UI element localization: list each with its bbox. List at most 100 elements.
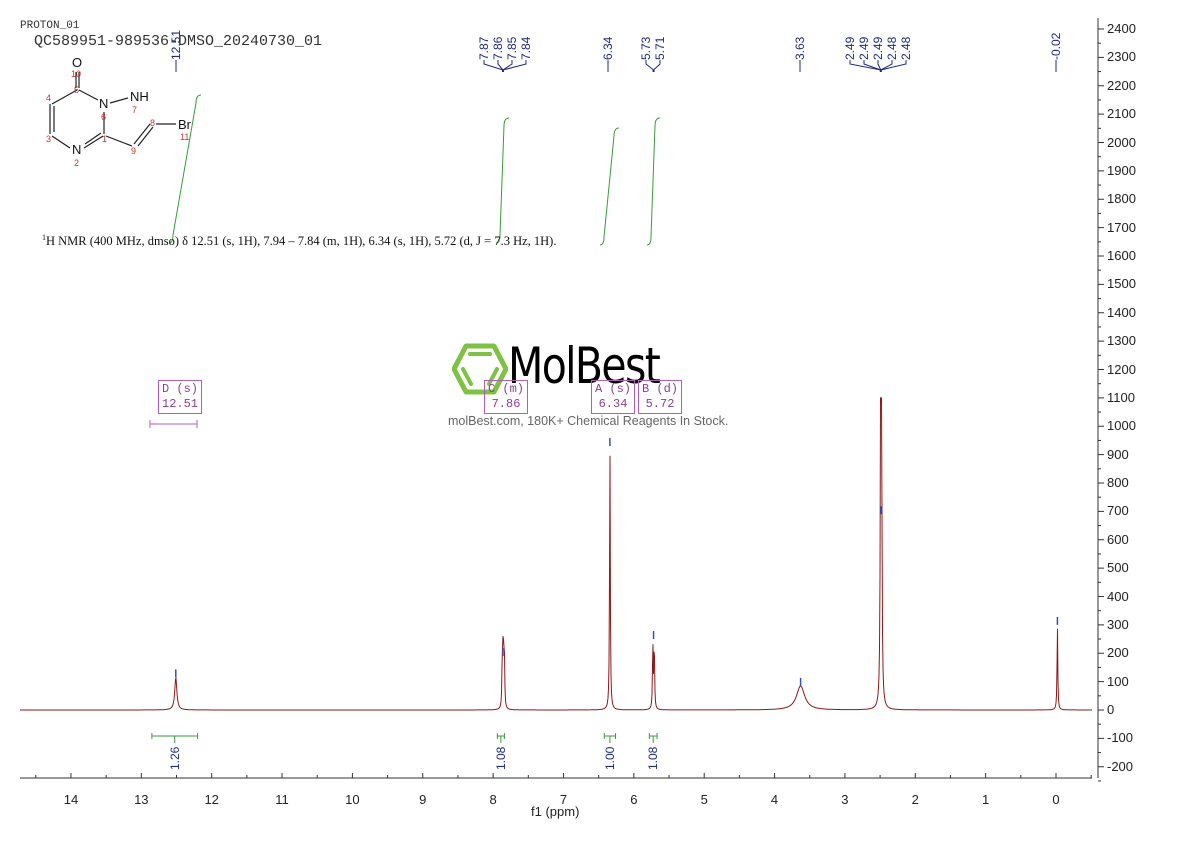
y-tick-label: 2100: [1107, 106, 1136, 122]
hexagon-logo-icon: [452, 343, 508, 395]
x-tick-label: 14: [63, 792, 79, 807]
y-tick-label: 2200: [1107, 77, 1136, 93]
watermark-brand: MolBest: [508, 337, 661, 395]
multiplet-shift: 7.86: [491, 397, 521, 411]
integral-value: 1.26: [167, 746, 182, 770]
multiplet-shift: 6.34: [598, 397, 628, 411]
x-tick-label: 9: [419, 792, 427, 807]
isotope-superscript: 1: [42, 233, 46, 242]
axes: [20, 18, 1104, 782]
y-tick-label: 1000: [1107, 418, 1136, 434]
x-tick-label: 7: [559, 792, 568, 807]
peak-shift-label: 2.48: [899, 36, 913, 60]
multiplet-box-c: C (m) 7.86: [484, 380, 529, 414]
y-tick-label: 2400: [1107, 21, 1136, 36]
sample-title: QC589951-989536-DMSO_20240730_01: [34, 33, 323, 50]
atom-num-5: 5: [74, 85, 80, 95]
x-tick-label: 4: [770, 792, 779, 807]
y-tick-label: 1900: [1107, 162, 1136, 178]
peak-markers: [175, 60, 1059, 686]
y-tick-label: -100: [1107, 730, 1134, 746]
atom-num-4: 4: [46, 93, 52, 103]
atom-num-1: 1: [102, 134, 108, 144]
integral-curves: [149, 94, 661, 743]
x-tick-label: 12: [204, 792, 219, 807]
y-tick-label: 100: [1107, 673, 1129, 689]
summary-body: H NMR (400 MHz, dmso) δ 12.51 (s, 1H), 7…: [46, 234, 557, 249]
x-tick-label: 0: [1052, 792, 1060, 807]
y-tick-label: 900: [1107, 446, 1129, 462]
x-tick-label: 6: [630, 792, 638, 807]
peak-shift-label: -0.02: [1049, 32, 1063, 60]
multiplet-title: C (m): [488, 382, 525, 396]
spectrum-trace: [20, 397, 1092, 711]
peak-shift-label: 7.85: [505, 36, 519, 60]
peak-shift-label: 2.48: [885, 36, 899, 60]
y-tick-label: 2000: [1107, 134, 1136, 150]
multiplet-title: D (s): [162, 382, 199, 396]
peak-shift-label: 2.49: [843, 36, 857, 60]
molecule-structure: [49, 72, 176, 149]
y-tick-label: 1500: [1107, 276, 1136, 292]
multiplet-shift: 12.51: [162, 397, 199, 411]
atom-num-2: 2: [74, 158, 80, 168]
atom-num-6: 6: [101, 112, 107, 122]
integral-value: 1.08: [646, 746, 661, 770]
multiplet-box-a: A (s) 6.34: [591, 380, 636, 414]
y-tick-label: 400: [1107, 588, 1129, 604]
x-axis-title: f1 (ppm): [531, 804, 580, 819]
multiplet-box-d: D (s) 12.51: [158, 380, 203, 414]
x-tick-label: 13: [134, 792, 149, 807]
y-tick-label: 0: [1107, 702, 1115, 717]
y-tick-label: 800: [1107, 475, 1129, 490]
atom-num-10: 10: [71, 69, 82, 79]
atom-num-3: 3: [46, 134, 52, 144]
atom-nh7: NH: [130, 89, 149, 104]
y-tick-label: 1400: [1107, 304, 1136, 320]
x-tick-label: 10: [345, 792, 360, 807]
x-tick-label: 11: [275, 792, 289, 807]
atom-num-9: 9: [131, 146, 137, 156]
x-tick-label: 1: [982, 792, 990, 807]
y-tick-label: 300: [1107, 616, 1129, 632]
y-tick-label: 700: [1107, 503, 1129, 519]
peak-shift-label: 7.87: [477, 36, 491, 60]
x-tick-label: 2: [911, 792, 919, 807]
peak-shift-label: 2.49: [871, 36, 885, 60]
y-tick-label: 1200: [1107, 361, 1136, 377]
nmr-summary-text: 1H NMR (400 MHz, dmso) δ 12.51 (s, 1H), …: [42, 233, 556, 249]
x-tick-label: 3: [841, 792, 849, 807]
peak-shift-label: 5.73: [639, 36, 653, 60]
atom-num-7: 7: [132, 105, 138, 115]
multiplet-shift: 5.72: [645, 397, 675, 411]
watermark-tagline: molBest.com, 180K+ Chemical Reagents In …: [448, 414, 729, 428]
y-tick-label: 200: [1107, 645, 1129, 661]
atom-n2: N: [72, 142, 82, 157]
multiplet-box-b: B (d) 5.72: [638, 380, 683, 414]
y-tick-label: 1700: [1107, 219, 1136, 235]
peak-shift-label: 12.51: [169, 29, 183, 60]
x-tick-label: 8: [489, 792, 497, 807]
peak-shift-label: 7.84: [519, 36, 533, 60]
peak-shift-label: 7.86: [491, 36, 505, 60]
atom-num-8: 8: [150, 118, 156, 128]
peak-shift-label: 5.71: [653, 36, 667, 60]
y-tick-label: 500: [1107, 560, 1129, 576]
integral-value: 1.00: [602, 746, 617, 770]
atom-num-11: 11: [180, 132, 190, 142]
experiment-label: PROTON_01: [20, 20, 80, 32]
atom-n6: N: [99, 96, 109, 111]
atom-o10: O: [72, 55, 83, 70]
y-tick-label: 2300: [1107, 49, 1136, 65]
y-tick-label: 1100: [1107, 389, 1135, 405]
y-tick-label: 1300: [1107, 333, 1136, 349]
integral-value: 1.08: [493, 746, 508, 770]
x-tick-label: 5: [700, 792, 708, 807]
multiplet-title: B (d): [642, 382, 679, 396]
y-tick-label: 1800: [1107, 191, 1136, 207]
atom-br11: Br: [178, 117, 191, 132]
peak-shift-label: 3.63: [793, 36, 807, 60]
y-tick-label: 600: [1107, 531, 1129, 547]
peak-shift-label: 6.34: [601, 36, 615, 60]
